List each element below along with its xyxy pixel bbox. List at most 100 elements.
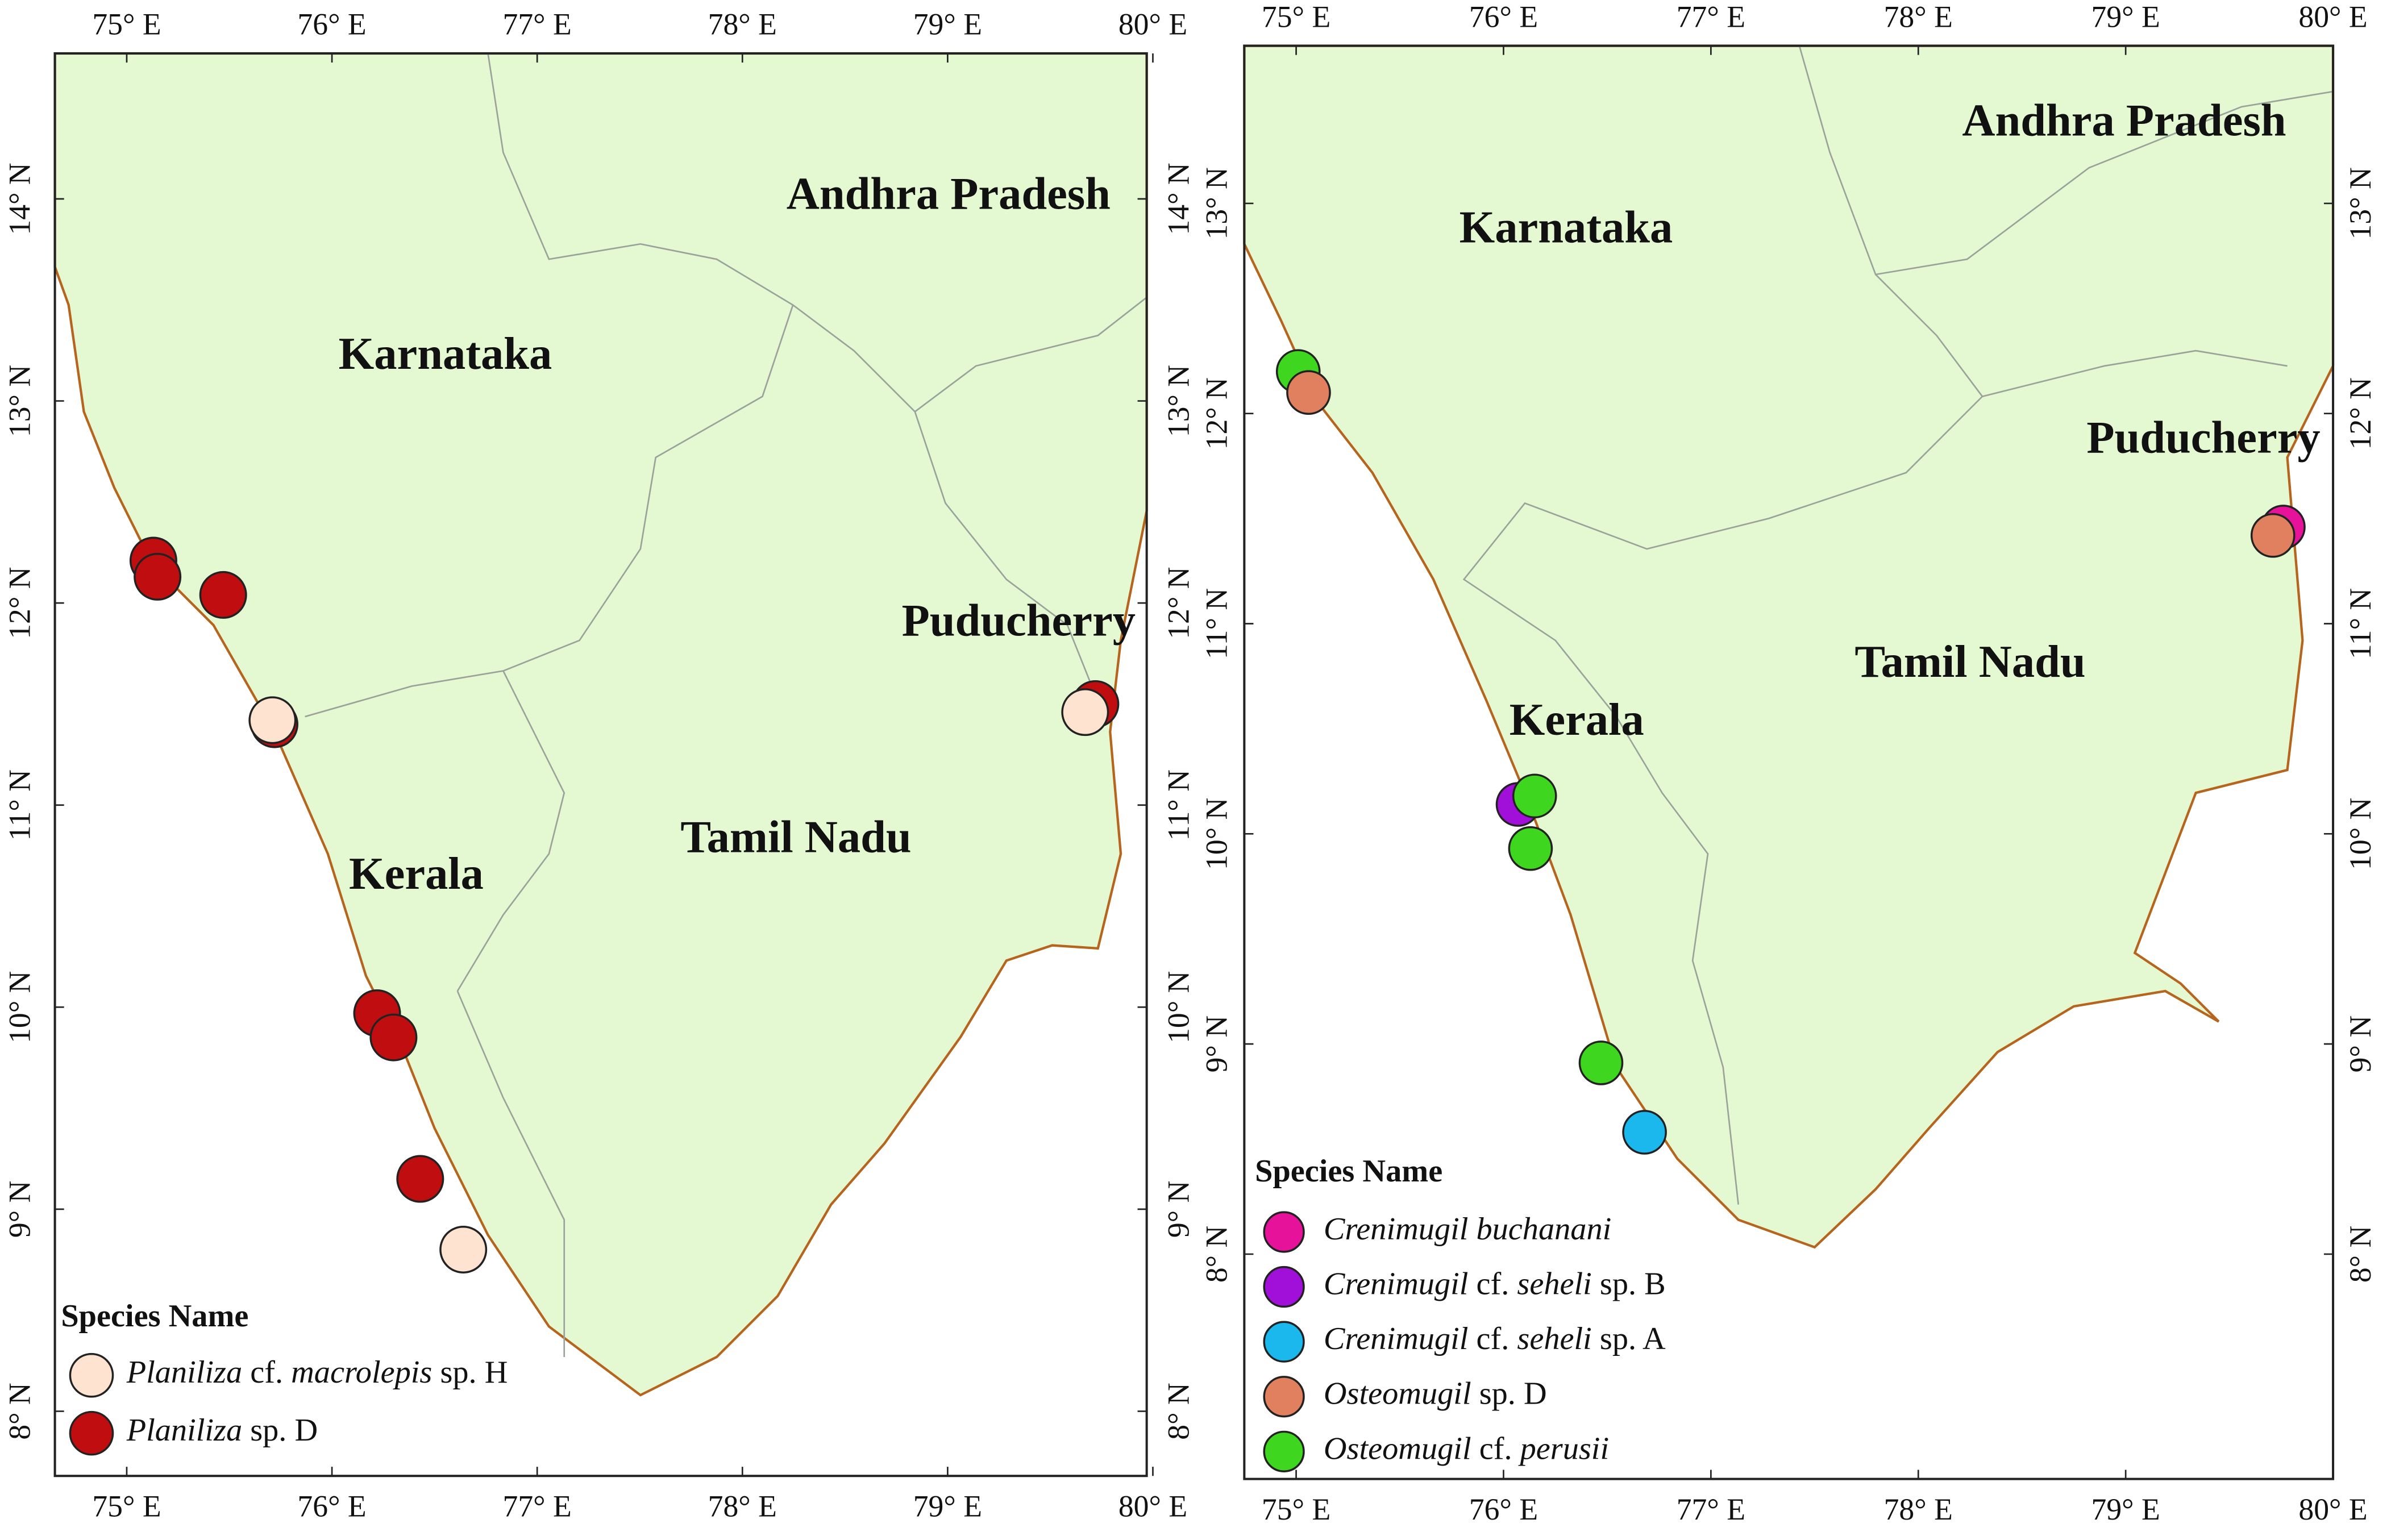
legend-label-part: macrolepis [291, 1355, 432, 1390]
y-tick-label: 13° N [1162, 365, 1196, 437]
legend-label-part: sp. H [432, 1355, 508, 1390]
y-tick-label: 12° N [1162, 567, 1196, 639]
legend-label-part: cf. [1471, 1431, 1520, 1466]
x-tick-label: 79° E [913, 7, 982, 41]
sample-point [134, 552, 182, 601]
legend-label: Crenimugil buchanani [1324, 1212, 1611, 1247]
sample-point [1508, 826, 1553, 871]
legend-label-part: cf. [1468, 1321, 1517, 1356]
x-tick-label: 75° E [1262, 1492, 1330, 1526]
legend-label-part: sp. D [242, 1413, 318, 1448]
land [53, 52, 1148, 1397]
y-tick-label: 8° N [1162, 1383, 1196, 1439]
x-tick-label: 79° E [2091, 0, 2160, 34]
sample-point [199, 571, 247, 619]
legend-swatch [1263, 1376, 1305, 1418]
sample-point [1286, 370, 1331, 415]
x-tick-label: 75° E [92, 7, 161, 41]
sample-point [1578, 1040, 1624, 1085]
sample-point [2250, 513, 2296, 558]
legend-swatch [1263, 1321, 1305, 1363]
map-frame [53, 52, 1148, 1477]
map-right-base [1243, 44, 2335, 1480]
region-label: Tamil Nadu [680, 812, 911, 863]
map-panel: 75° E 75° E 76° E 76° E 77° E 77° E 78° E 78° E… [1200, 0, 2377, 1526]
region-label: Puducherry [2086, 413, 2320, 463]
x-tick-label: 80° E [2298, 0, 2367, 34]
x-tick-label: 76° E [1469, 1492, 1538, 1526]
y-tick-label: 13° N [2343, 167, 2377, 239]
legend-label-part: Planiliza [126, 1355, 242, 1390]
map-left-base [53, 52, 1148, 1477]
sample-point [1622, 1110, 1667, 1155]
legend-label-part: seheli [1517, 1266, 1591, 1301]
x-tick-label: 80° E [1118, 1489, 1187, 1524]
region-label: Andhra Pradesh [1962, 95, 2286, 146]
legend-swatch [1263, 1430, 1305, 1472]
sample-point [248, 696, 297, 744]
region-label: Karnataka [339, 328, 552, 379]
legend-label-part: sp. D [1471, 1376, 1547, 1412]
x-tick-label: 77° E [503, 1489, 572, 1524]
state-border [305, 53, 1147, 1357]
x-tick-label: 75° E [92, 1489, 161, 1524]
y-tick-label: 8° N [1200, 1226, 1234, 1283]
legend-swatch [69, 1352, 114, 1398]
y-tick-label: 11° N [3, 769, 37, 840]
y-tick-label: 14° N [1162, 163, 1196, 235]
legend-label: Planiliza sp. D [126, 1413, 318, 1448]
y-tick-label: 10° N [1162, 971, 1196, 1043]
sample-point [1061, 688, 1109, 736]
y-tick-label: 8° N [3, 1383, 37, 1439]
legend-label-part: cf. [242, 1355, 291, 1390]
x-tick-label: 76° E [297, 7, 366, 41]
map-panel: 75° E 75° E 76° E 76° E 77° E 77° E 78° E 78° E… [3, 7, 1196, 1524]
y-tick-label: 14° N [3, 163, 37, 235]
legend-label-part: cf. [1468, 1266, 1517, 1301]
legend: Species Name Planiliza cf. macrolepis sp.… [61, 1298, 508, 1456]
map-frame [1243, 44, 2335, 1480]
x-tick-label: 77° E [503, 7, 572, 41]
legend-label-part: Crenimugil buchanani [1324, 1212, 1611, 1247]
y-tick-label: 13° N [3, 365, 37, 437]
y-tick-label: 9° N [3, 1181, 37, 1238]
x-tick-label: 80° E [1118, 7, 1187, 41]
sample-point [396, 1155, 444, 1203]
y-tick-label: 11° N [2343, 588, 2377, 659]
legend-swatch [1263, 1266, 1305, 1308]
y-tick-label: 12° N [3, 567, 37, 639]
y-tick-label: 12° N [2343, 377, 2377, 449]
region-label: Karnataka [1459, 202, 1673, 252]
legend-label: Osteomugil cf. perusii [1324, 1431, 1609, 1466]
legend-title: Species Name [61, 1298, 248, 1334]
region-label: Andhra Pradesh [787, 168, 1111, 219]
sample-point [1512, 773, 1557, 819]
legend-label: Crenimugil cf. seheli sp. A [1324, 1321, 1666, 1356]
y-tick-label: 11° N [1200, 588, 1234, 659]
region-label: Tamil Nadu [1854, 636, 2085, 687]
land [1243, 44, 2335, 1249]
legend-label-part: Planiliza [126, 1413, 242, 1448]
legend-swatch [69, 1410, 114, 1456]
x-tick-label: 76° E [1469, 0, 1538, 34]
sample-point [439, 1226, 488, 1273]
region-label: Puducherry [902, 596, 1136, 646]
legend-label-part: Osteomugil [1324, 1431, 1471, 1466]
x-tick-label: 77° E [1677, 1492, 1745, 1526]
x-tick-label: 80° E [2298, 1492, 2367, 1526]
legend-label-part: seheli [1517, 1321, 1591, 1356]
legend: Species Name Crenimugil buchanani Crenimug… [1255, 1154, 1666, 1472]
y-tick-label: 8° N [2343, 1226, 2377, 1283]
legend-label: Planiliza cf. macrolepis sp. H [126, 1355, 508, 1390]
y-tick-label: 9° N [2343, 1015, 2377, 1072]
y-tick-label: 10° N [3, 971, 37, 1043]
legend-label-part: sp. A [1592, 1321, 1666, 1356]
legend-label-part: sp. B [1592, 1266, 1666, 1301]
y-tick-label: 9° N [1162, 1181, 1196, 1238]
region-label: Kerala [1510, 694, 1644, 745]
y-tick-label: 10° N [1200, 798, 1234, 870]
x-tick-label: 78° E [708, 1489, 777, 1524]
x-tick-label: 78° E [708, 7, 777, 41]
x-tick-label: 78° E [1884, 1492, 1953, 1526]
